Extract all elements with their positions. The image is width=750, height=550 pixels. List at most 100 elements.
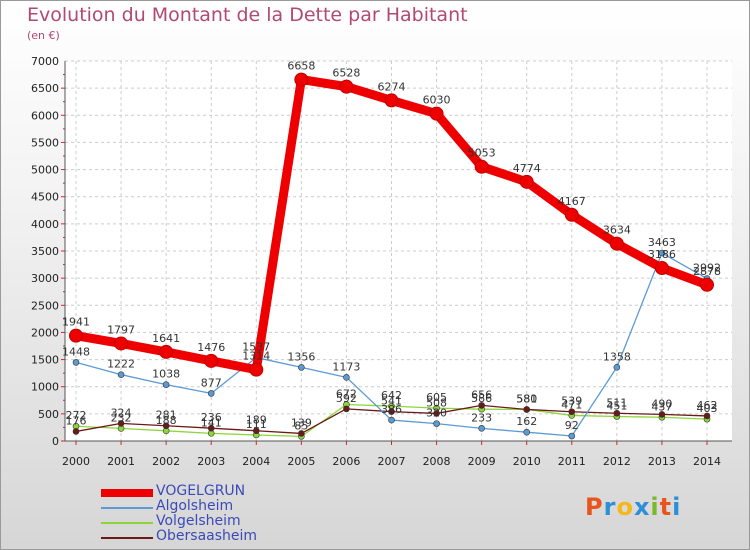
x-tick-label: 2010 xyxy=(513,455,541,468)
y-tick-label: 5000 xyxy=(31,164,59,177)
x-tick-label: 2006 xyxy=(332,455,360,468)
data-point xyxy=(343,405,350,413)
data-label: 320 xyxy=(426,407,447,420)
data-point xyxy=(343,374,350,381)
legend-label: Volgelsheim xyxy=(156,513,241,529)
data-label: 672 xyxy=(336,388,357,401)
data-label: 490 xyxy=(651,397,672,410)
data-point xyxy=(339,79,354,94)
x-tick-label: 2001 xyxy=(107,455,135,468)
x-tick-label: 2011 xyxy=(558,455,586,468)
data-label: 92 xyxy=(565,419,579,432)
data-point xyxy=(204,353,219,368)
legend-label: Algolsheim xyxy=(156,498,234,514)
data-label: 580 xyxy=(516,393,537,406)
data-label: 642 xyxy=(381,389,402,402)
data-point xyxy=(298,364,305,371)
x-tick-label: 2000 xyxy=(62,455,90,468)
data-point xyxy=(162,381,170,388)
data-point xyxy=(564,207,579,222)
data-point xyxy=(613,363,621,371)
legend-swatch xyxy=(101,489,153,497)
logo-letter: i xyxy=(650,493,660,521)
data-point xyxy=(388,416,395,424)
chart-subtitle: (en €) xyxy=(27,29,60,42)
data-label: 539 xyxy=(561,395,582,408)
data-label: 4167 xyxy=(558,195,586,208)
data-point xyxy=(384,93,399,108)
legend-label: VOGELGRUN xyxy=(156,483,246,499)
data-label: 1941 xyxy=(62,316,90,329)
data-point xyxy=(433,420,440,427)
data-label: 162 xyxy=(516,415,537,428)
y-tick-label: 500 xyxy=(38,408,59,421)
proxiti-logo: Proxiti xyxy=(585,493,681,521)
data-label: 877 xyxy=(201,376,222,389)
data-point xyxy=(294,72,309,87)
data-label: 462 xyxy=(697,399,718,412)
x-tick-label: 2005 xyxy=(287,455,315,468)
data-point xyxy=(658,411,666,418)
x-tick-label: 2008 xyxy=(423,455,451,468)
data-label: 541 xyxy=(381,395,402,408)
data-label: 511 xyxy=(606,396,627,409)
data-label: 111 xyxy=(246,418,267,431)
data-point xyxy=(523,406,531,413)
data-label: 324 xyxy=(111,406,132,419)
data-point xyxy=(162,422,170,430)
x-tick-label: 2014 xyxy=(693,455,721,468)
y-tick-label: 4500 xyxy=(31,191,59,204)
data-point xyxy=(117,371,125,378)
data-point xyxy=(523,428,531,436)
logo-letter: r xyxy=(603,493,617,521)
data-label: 1448 xyxy=(62,345,90,358)
data-point xyxy=(654,261,669,276)
data-label: 139 xyxy=(291,416,312,429)
logo-letter: t xyxy=(659,493,673,521)
data-point xyxy=(433,410,440,417)
data-label: 3463 xyxy=(648,236,676,249)
x-tick-label: 2009 xyxy=(468,455,496,468)
data-label: 1537 xyxy=(242,341,270,354)
y-tick-label: 0 xyxy=(52,435,59,448)
logo-letter: o xyxy=(616,493,634,521)
data-label: 189 xyxy=(246,414,267,427)
data-label: 403 xyxy=(697,402,718,415)
data-label: 2878 xyxy=(693,265,721,278)
data-label: 1641 xyxy=(152,332,180,345)
x-tick-label: 2004 xyxy=(242,455,270,468)
data-label: 281 xyxy=(156,409,177,422)
y-tick-label: 6000 xyxy=(31,109,59,122)
data-label: 233 xyxy=(471,411,492,424)
series-layer xyxy=(69,72,714,440)
data-label: 176 xyxy=(66,414,87,427)
y-tick-label: 3000 xyxy=(31,272,59,285)
data-label: 6658 xyxy=(287,60,315,73)
data-label: 581 xyxy=(516,392,537,405)
legend-swatch xyxy=(101,537,153,539)
data-label: 586 xyxy=(471,392,492,405)
data-label: 1173 xyxy=(332,360,360,373)
data-label: 1358 xyxy=(603,350,631,363)
data-label: 141 xyxy=(201,416,222,429)
data-label: 656 xyxy=(471,388,492,401)
data-label: 236 xyxy=(201,411,222,424)
data-label: 605 xyxy=(426,391,447,404)
y-tick-label: 6500 xyxy=(31,82,59,95)
x-tick-label: 2007 xyxy=(378,455,406,468)
data-label: 4774 xyxy=(513,162,541,175)
data-label: 272 xyxy=(66,409,87,422)
logo-letter: P xyxy=(585,493,604,521)
y-tick-label: 2500 xyxy=(31,299,59,312)
data-point xyxy=(700,277,714,292)
data-label: 232 xyxy=(111,411,132,424)
data-label: 188 xyxy=(156,414,177,427)
plot-background xyxy=(65,61,732,441)
data-label: 451 xyxy=(606,400,627,413)
data-point xyxy=(159,344,174,359)
x-tick-label: 2003 xyxy=(197,455,225,468)
data-label: 2992 xyxy=(693,262,721,275)
y-tick-label: 2000 xyxy=(31,326,59,339)
x-tick-label: 2012 xyxy=(603,455,631,468)
